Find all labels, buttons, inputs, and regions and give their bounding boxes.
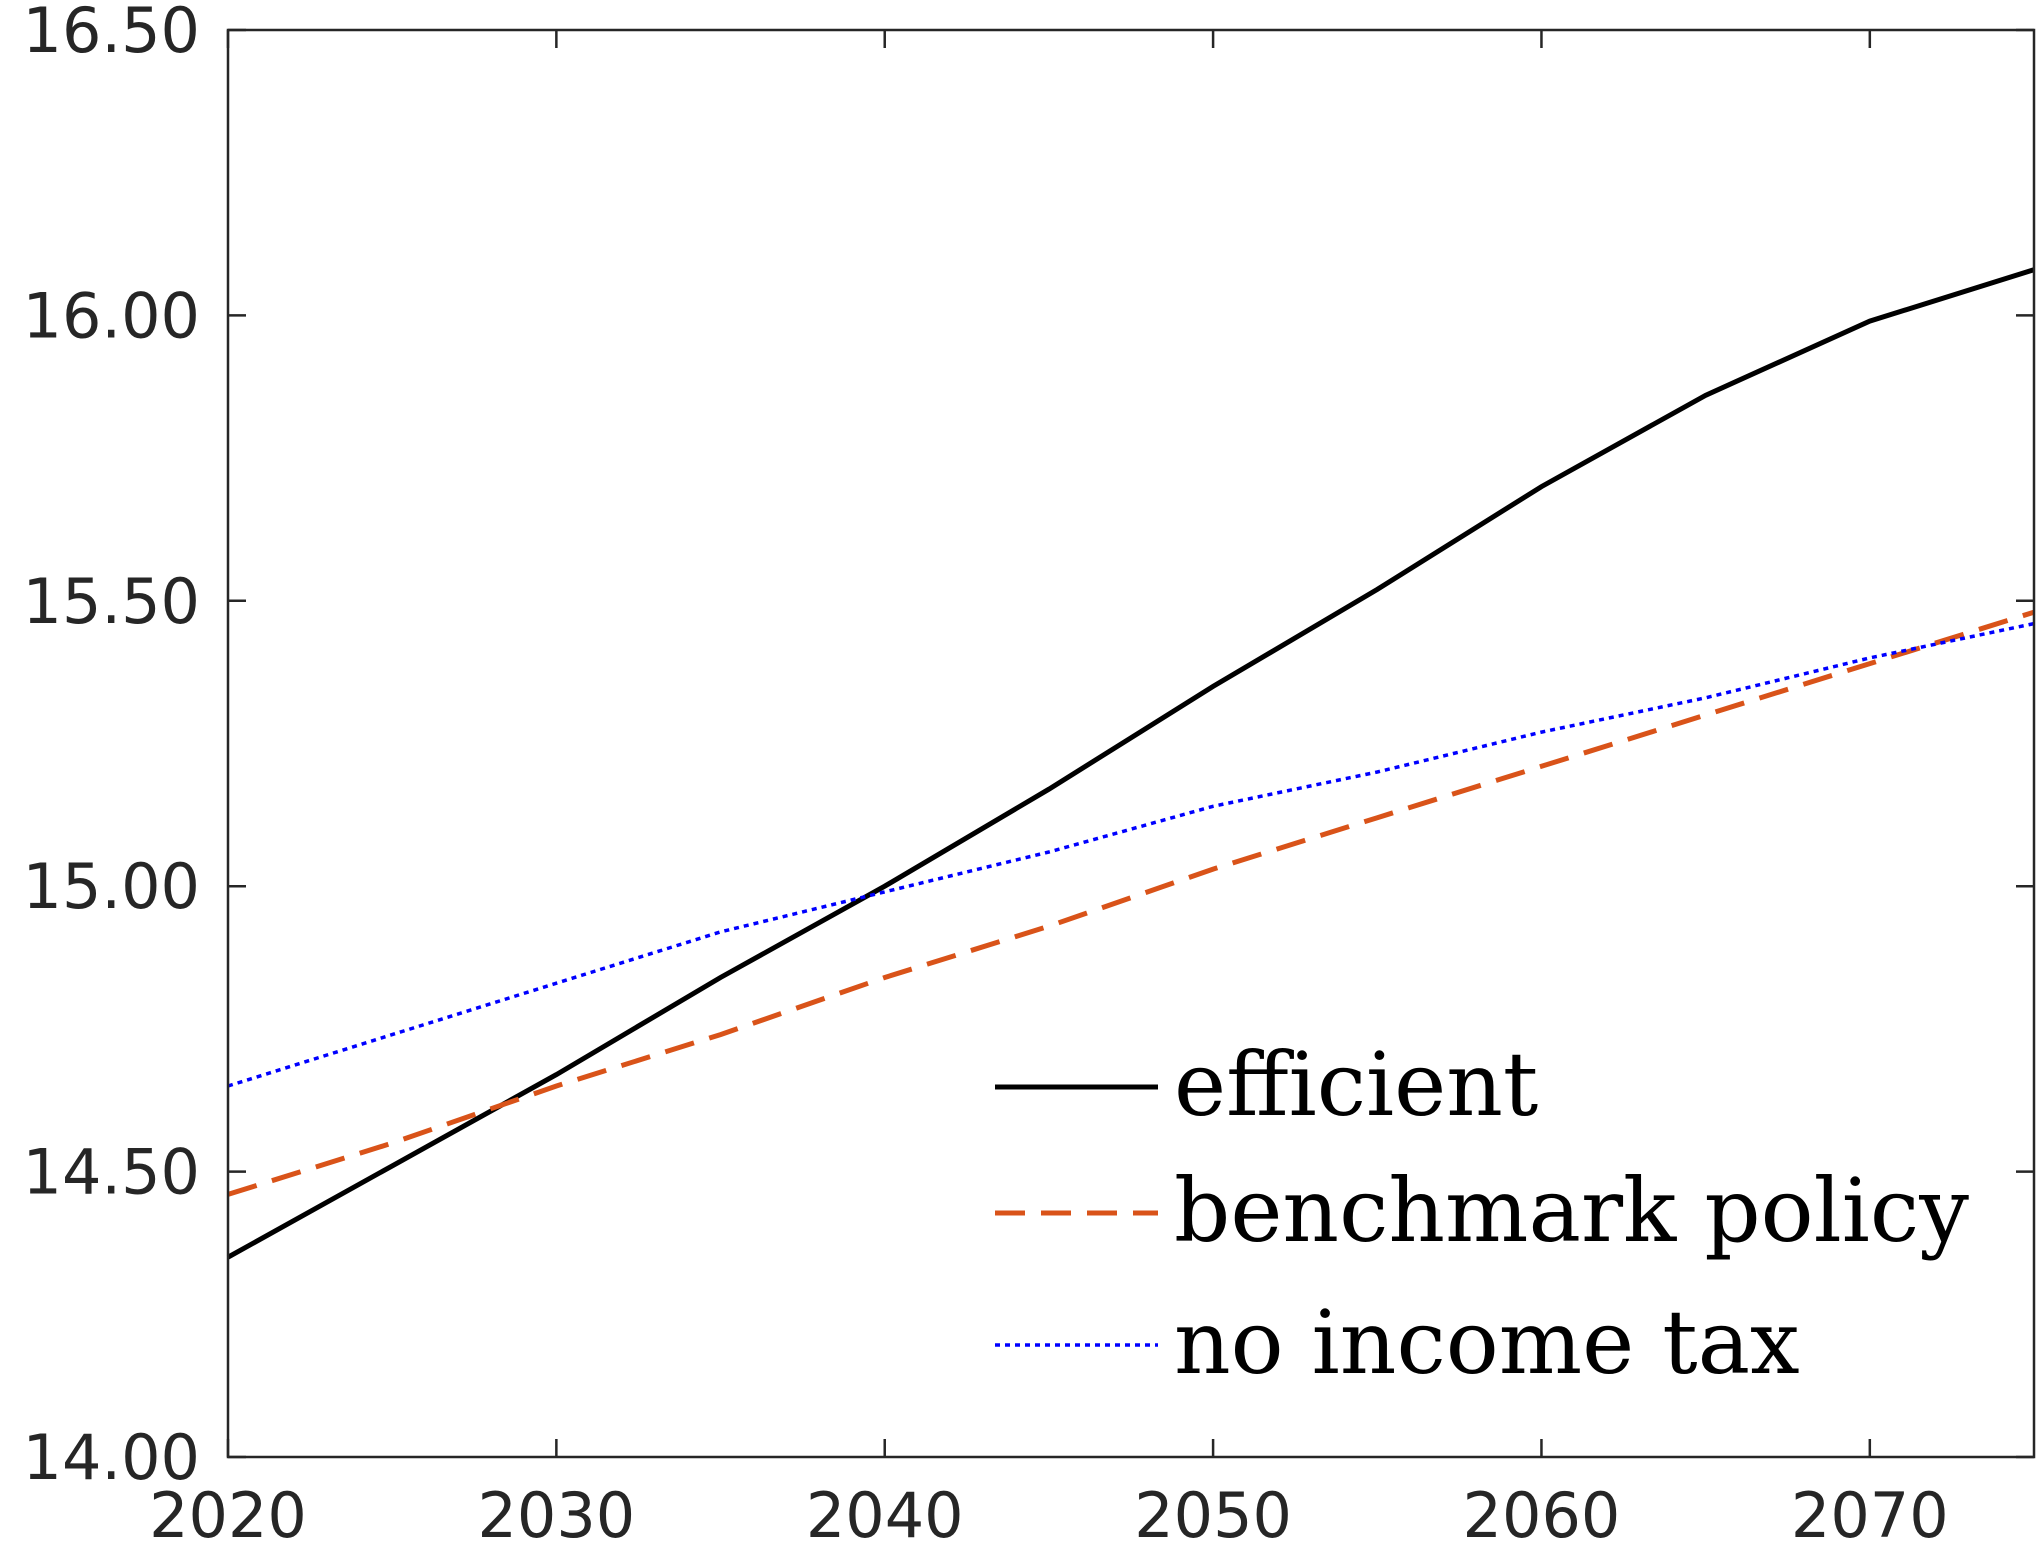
- legend: efficient benchmark policy no income tax: [995, 1033, 1969, 1394]
- y-tick-label: 14.00: [23, 1421, 201, 1494]
- series-line-0: [226, 267, 2035, 1260]
- legend-label-2: no income tax: [1174, 1291, 1800, 1394]
- y-tick-label: 15.00: [23, 850, 201, 923]
- y-tick-label: 14.50: [23, 1136, 201, 1209]
- legend-label-1: benchmark policy: [1174, 1159, 1969, 1262]
- legend-label-0: efficient: [1174, 1033, 1538, 1136]
- plot-area-frame: [226, 28, 2036, 1459]
- y-tick-label: 15.50: [23, 565, 201, 638]
- x-tick-label: 2070: [1791, 1479, 1949, 1552]
- series-line-1: [227, 609, 2035, 1197]
- x-tick-label: 2030: [477, 1479, 635, 1552]
- x-tick-label: 2040: [806, 1479, 964, 1552]
- series-layer: [226, 267, 2035, 1260]
- x-tick-label: 2060: [1463, 1479, 1621, 1552]
- x-tick-label: 2050: [1134, 1479, 1292, 1552]
- y-tick-label: 16.00: [23, 279, 201, 352]
- y-tick-label: 16.50: [23, 0, 201, 67]
- axis-ticks: 2020 2030 2040 2050 2060 2070 14.00 14.50 15.00 1…: [23, 0, 2034, 1552]
- x-tick-label: 2020: [149, 1479, 307, 1552]
